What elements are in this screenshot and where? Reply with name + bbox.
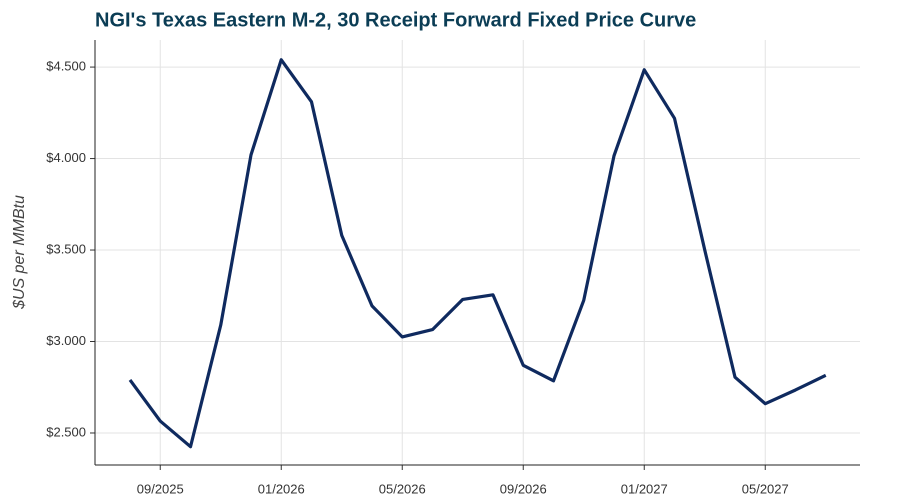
x-tick-label: 09/2025	[137, 481, 184, 496]
x-tick-label: 05/2026	[379, 481, 426, 496]
x-tick-label: 05/2027	[742, 481, 789, 496]
y-axis-label: $US per MMBtu	[11, 195, 28, 310]
x-tick-label: 01/2026	[258, 481, 305, 496]
y-tick-label: $2.500	[46, 424, 86, 439]
x-tick-label: 01/2027	[621, 481, 668, 496]
y-tick-label: $3.500	[46, 241, 86, 256]
y-tick-label: $3.000	[46, 333, 86, 348]
y-tick-label: $4.000	[46, 150, 86, 165]
chart-title: NGI's Texas Eastern M-2, 30 Receipt Forw…	[95, 9, 696, 31]
y-tick-label: $4.500	[46, 59, 86, 74]
x-tick-label: 09/2026	[500, 481, 547, 496]
price-line	[128, 58, 827, 449]
